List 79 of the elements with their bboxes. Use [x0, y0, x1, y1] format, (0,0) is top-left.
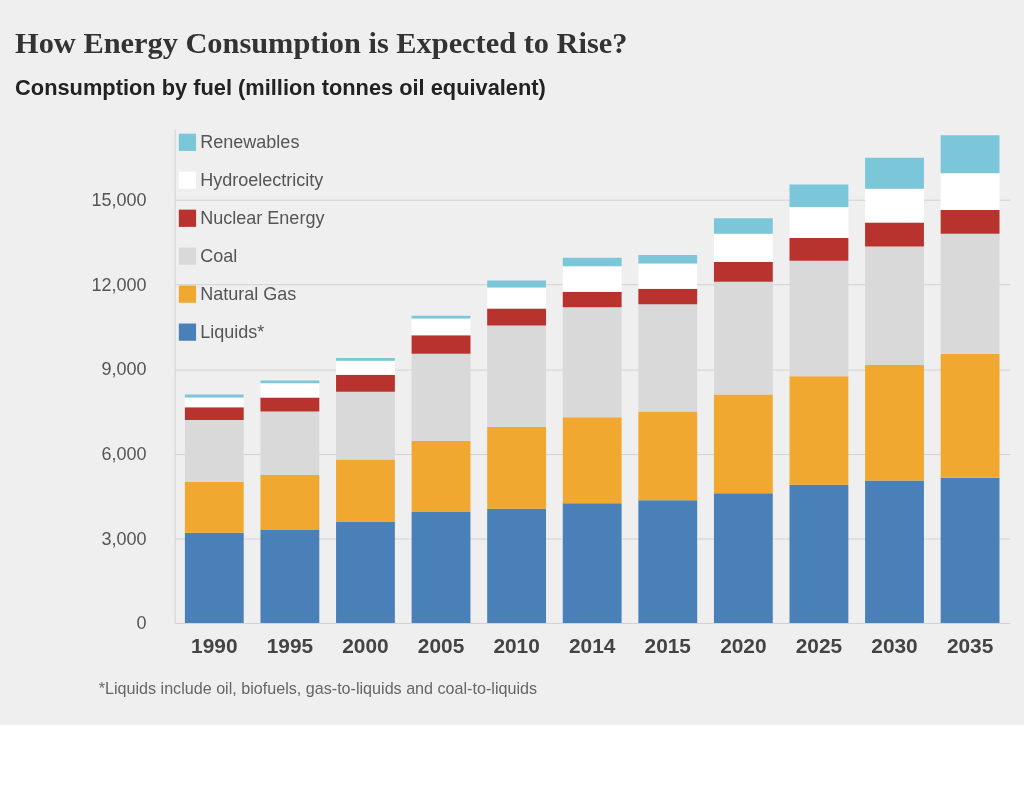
bar	[487, 427, 547, 509]
legend-label: Renewables	[200, 132, 300, 153]
bar	[336, 360, 395, 375]
x-tick-label: 2025	[795, 633, 843, 657]
x-tick-label: 2030	[871, 633, 918, 657]
legend-label: Hydroelectricity	[200, 169, 324, 190]
bar	[713, 233, 773, 263]
bar	[865, 188, 924, 223]
bar	[789, 238, 849, 261]
x-tick-label: 2010	[493, 633, 540, 657]
y-tick-label: 6,000	[101, 443, 147, 464]
bar	[336, 374, 395, 392]
bar	[638, 288, 698, 305]
x-tick-label: 2015	[644, 633, 692, 657]
bar	[789, 484, 849, 624]
bar	[487, 280, 547, 288]
bar	[411, 511, 471, 624]
bar	[865, 222, 924, 247]
bar	[865, 480, 924, 624]
bar	[562, 266, 622, 292]
x-tick-label: 2000	[342, 633, 389, 657]
bar	[260, 380, 320, 384]
x-tick-label: 1990	[191, 633, 238, 657]
bar	[184, 532, 244, 624]
bar	[411, 441, 471, 512]
bar	[336, 459, 395, 522]
bar	[487, 287, 547, 309]
x-tick-label: 2014	[568, 633, 616, 657]
bar	[713, 493, 773, 624]
bar	[713, 394, 773, 494]
bar	[487, 508, 547, 624]
bar	[713, 218, 773, 234]
bar	[260, 529, 320, 624]
bar	[638, 500, 698, 624]
bar	[940, 477, 1000, 624]
bar	[487, 308, 547, 326]
bar	[562, 417, 622, 504]
bar	[940, 173, 1000, 210]
bar	[184, 397, 244, 408]
bar	[865, 157, 924, 189]
x-tick-label: 2005	[417, 633, 465, 657]
bar	[865, 364, 924, 481]
y-tick-label: 9,000	[101, 359, 147, 380]
bar	[562, 503, 622, 624]
bar	[713, 262, 773, 282]
x-tick-label: 2020	[720, 633, 767, 657]
bar	[789, 184, 849, 208]
bar	[638, 263, 698, 289]
text: *Liquids include oil, biofuels, gas-to-liquids and coal-to-liquids	[98, 679, 538, 698]
bar	[184, 482, 244, 533]
bar	[638, 411, 698, 501]
chart-subtitle: Consumption by fuel (million tonnes oil equivalent)	[15, 75, 546, 101]
bar	[562, 291, 622, 308]
x-tick-label: 2035	[946, 633, 994, 657]
bar	[789, 207, 849, 239]
x-tick-label: 1995	[266, 633, 314, 657]
bar	[562, 257, 622, 267]
legend-label: Nuclear Energy	[200, 207, 325, 228]
bar	[260, 474, 320, 530]
y-tick-label: 12,000	[91, 274, 147, 295]
chart-title: How Energy Consumption is Expected to Rise?	[15, 25, 628, 60]
y-tick-label: 0	[136, 613, 147, 634]
legend-label: Natural Gas	[200, 283, 297, 304]
bar	[411, 318, 471, 336]
bar	[411, 335, 471, 354]
bar	[789, 376, 849, 485]
bar	[638, 255, 698, 264]
bar	[336, 521, 395, 624]
bar	[940, 353, 1000, 478]
bar	[336, 357, 395, 361]
bar	[260, 383, 320, 398]
y-tick-label: 15,000	[91, 190, 147, 211]
bar	[184, 407, 244, 420]
bar	[940, 135, 1000, 174]
bar	[260, 397, 320, 412]
legend-label: Liquids*	[200, 321, 265, 342]
bar	[940, 209, 1000, 234]
legend-label: Coal	[200, 245, 238, 266]
y-tick-label: 3,000	[101, 528, 147, 549]
